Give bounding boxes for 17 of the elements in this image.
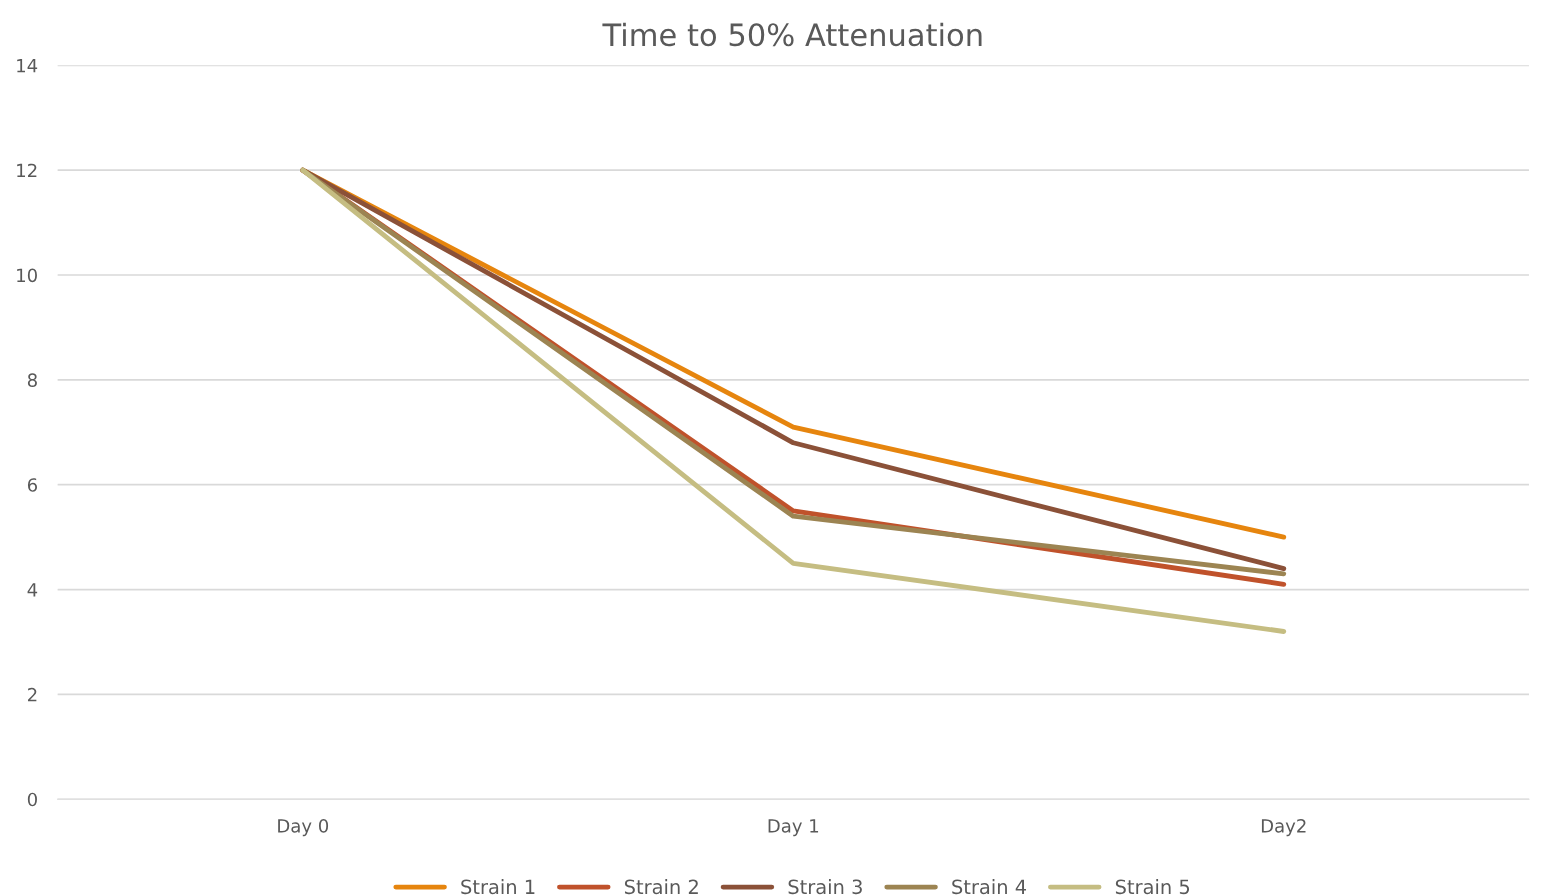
legend-label: Strain 1 xyxy=(461,879,535,895)
x-tick-label: Day2 xyxy=(1261,819,1306,837)
y-tick-label: 0 xyxy=(27,792,37,807)
x-tick-label: Day 0 xyxy=(278,819,329,837)
y-tick-label: 2 xyxy=(28,687,37,702)
legend-label: Strain 4 xyxy=(952,879,1027,895)
legend-label: Strain 5 xyxy=(1115,879,1190,895)
y-tick-label: 12 xyxy=(17,163,37,178)
y-tick-label: 4 xyxy=(27,583,38,597)
chart-title: Time to 50% Attenuation xyxy=(602,22,982,47)
x-tick-label: Day 1 xyxy=(768,819,819,837)
legend-label: Strain 2 xyxy=(624,879,698,895)
legend-label: Strain 3 xyxy=(788,879,862,895)
y-tick-label: 14 xyxy=(17,59,38,73)
y-tick-label: 10 xyxy=(17,268,37,283)
y-tick-label: 6 xyxy=(27,478,38,492)
y-tick-label: 8 xyxy=(27,373,37,387)
